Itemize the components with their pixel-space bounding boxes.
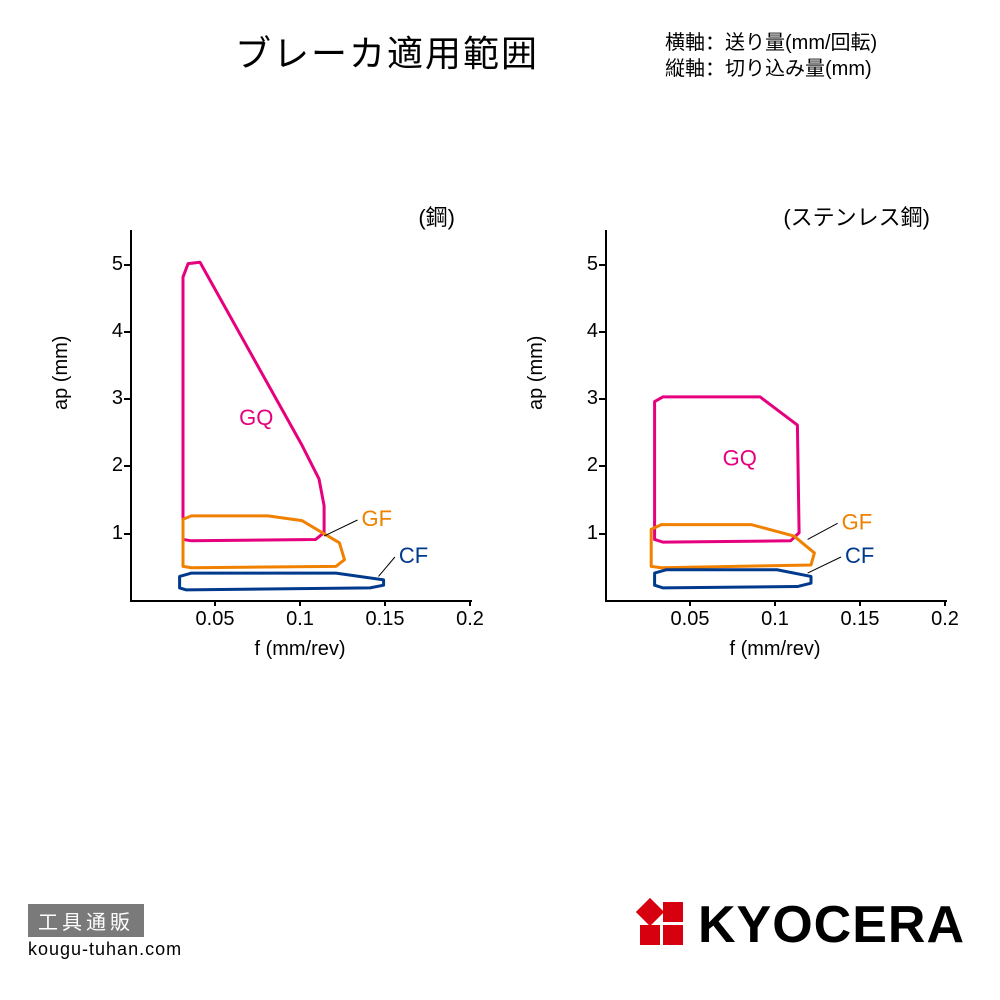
x-tick-mark: [214, 600, 216, 606]
x-tick-mark: [299, 600, 301, 606]
x-tick-label: 0.2: [931, 608, 959, 631]
x-tick-mark: [944, 600, 946, 606]
region-label-gq: GQ: [239, 405, 273, 430]
y-tick-label: 4: [570, 320, 598, 343]
y-tick-mark: [124, 398, 130, 400]
x-tick-mark: [469, 600, 471, 606]
y-tick-label: 1: [95, 522, 123, 545]
region-gq: [183, 262, 324, 541]
kyocera-logo: KYOCERA: [628, 890, 965, 960]
x-tick-label: 0.1: [286, 608, 314, 631]
leader-line: [379, 557, 395, 576]
x-tick-label: 0.15: [366, 608, 405, 631]
region-cf: [180, 573, 384, 590]
y-tick-mark: [599, 398, 605, 400]
footer-left: 工具通販 kougu-tuhan.com: [28, 904, 182, 960]
y-tick-mark: [599, 264, 605, 266]
x-tick-mark: [689, 600, 691, 606]
y-tick-mark: [599, 533, 605, 535]
region-cf: [655, 570, 811, 588]
y-tick-label: 2: [95, 454, 123, 477]
chart-title: ブレーカ適用範囲: [235, 25, 539, 77]
y-tick-label: 5: [570, 253, 598, 276]
y-tick-label: 3: [95, 387, 123, 410]
x-tick-label: 0.05: [671, 608, 710, 631]
chart-steel: (鋼) ap (mm) GQGFCF f (mm/rev) 123450.050…: [40, 230, 485, 700]
y-tick-mark: [124, 264, 130, 266]
charts-row: (鋼) ap (mm) GQGFCF f (mm/rev) 123450.050…: [40, 230, 960, 700]
x-tick-label: 0.2: [456, 608, 484, 631]
region-gf: [651, 525, 814, 568]
y-tick-label: 1: [570, 522, 598, 545]
x-axis-label: f (mm/rev): [605, 638, 945, 661]
x-tick-label: 0.1: [761, 608, 789, 631]
leader-line: [808, 523, 838, 539]
x-axis-label: f (mm/rev): [130, 638, 470, 661]
y-tick-mark: [124, 465, 130, 467]
region-label-gf: GF: [362, 506, 393, 531]
vendor-url: kougu-tuhan.com: [28, 939, 182, 960]
x-tick-label: 0.05: [196, 608, 235, 631]
y-tick-label: 5: [95, 253, 123, 276]
kyocera-mark-icon: [628, 890, 698, 960]
x-tick-mark: [859, 600, 861, 606]
region-label-cf: CF: [399, 543, 428, 568]
plot-area-left: GQ GFCF: [130, 230, 472, 602]
y-tick-label: 4: [95, 320, 123, 343]
axis-note-x: 横軸：送り量(mm/回転): [665, 30, 877, 56]
y-tick-mark: [124, 533, 130, 535]
x-tick-mark: [384, 600, 386, 606]
vendor-badge: 工具通販: [28, 904, 144, 937]
x-tick-label: 0.15: [841, 608, 880, 631]
region-label-cf: CF: [845, 543, 874, 568]
chart-stainless: (ステンレス鋼) ap (mm) GQGFCF f (mm/rev) 12345…: [515, 230, 960, 700]
axis-note-y: 縦軸：切り込み量(mm): [665, 56, 877, 82]
y-axis-label: ap (mm): [50, 336, 73, 410]
x-tick-mark: [774, 600, 776, 606]
leader-line: [324, 520, 357, 536]
plot-area-right: GQ GF CF: [605, 230, 947, 602]
kyocera-wordmark: KYOCERA: [698, 895, 965, 955]
y-tick-label: 3: [570, 387, 598, 410]
chart-caption-right: (ステンレス鋼): [783, 200, 930, 232]
region-label-gf: GF: [842, 509, 873, 534]
y-axis-label: ap (mm): [525, 336, 548, 410]
region-label-gq: GQ: [723, 445, 757, 470]
y-tick-mark: [599, 465, 605, 467]
y-tick-label: 2: [570, 454, 598, 477]
y-tick-mark: [599, 331, 605, 333]
axis-note: 横軸：送り量(mm/回転) 縦軸：切り込み量(mm): [665, 30, 877, 82]
y-tick-mark: [124, 331, 130, 333]
chart-caption-left: (鋼): [418, 200, 455, 232]
